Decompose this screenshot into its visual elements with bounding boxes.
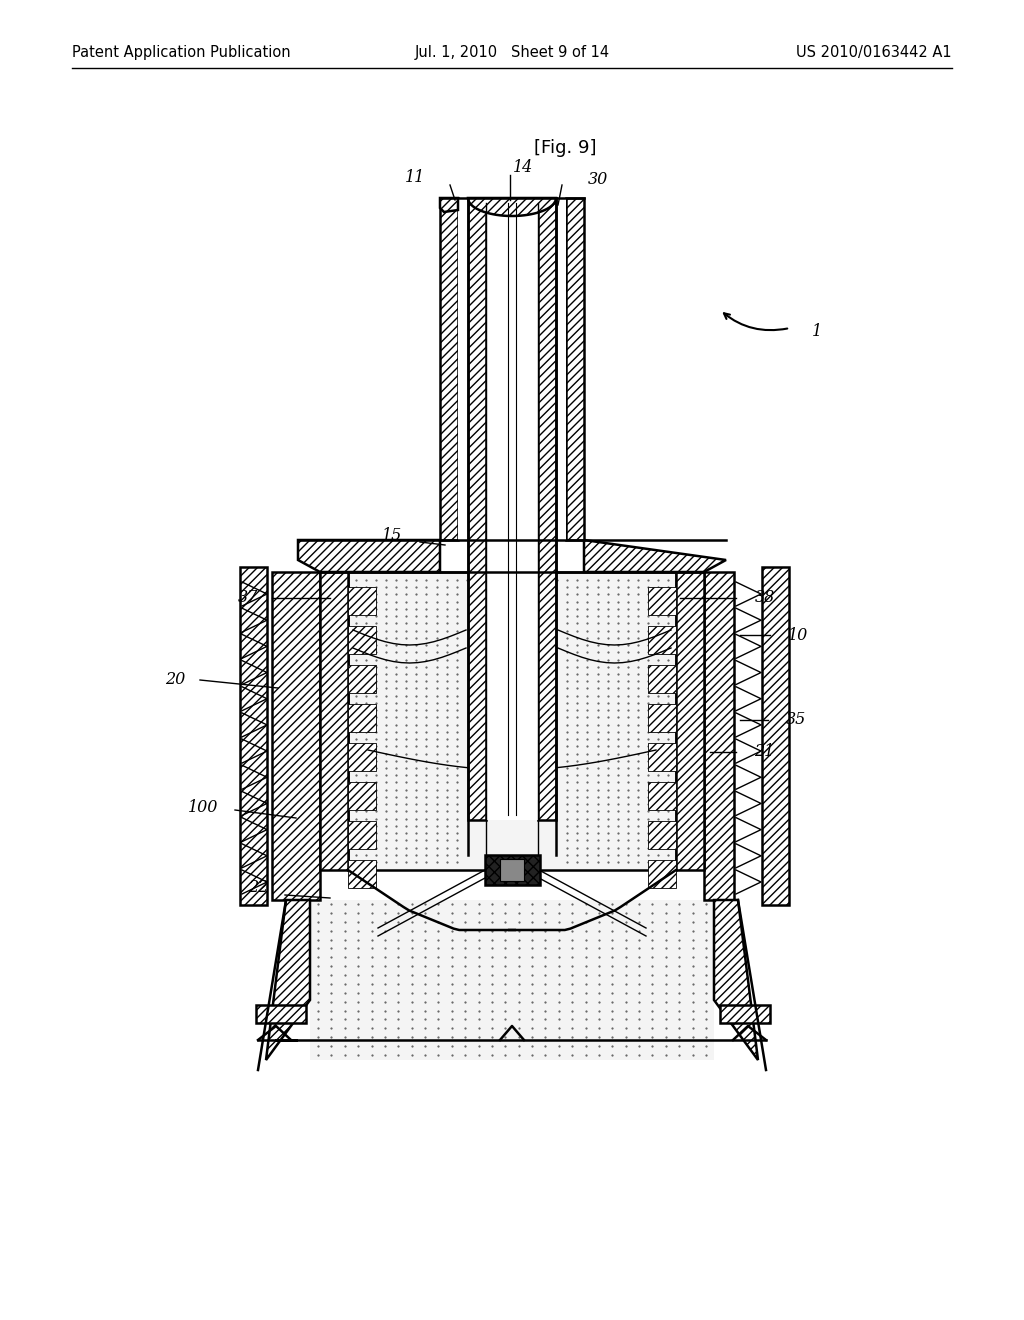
Text: [Fig. 9]: [Fig. 9] bbox=[534, 139, 596, 157]
Polygon shape bbox=[348, 861, 376, 888]
Polygon shape bbox=[648, 587, 676, 615]
Text: 11: 11 bbox=[404, 169, 425, 186]
Polygon shape bbox=[440, 198, 458, 213]
Polygon shape bbox=[240, 568, 267, 906]
Polygon shape bbox=[266, 900, 310, 1060]
Polygon shape bbox=[348, 587, 376, 615]
Bar bbox=[486, 198, 538, 820]
Polygon shape bbox=[584, 540, 726, 572]
Bar bbox=[310, 900, 714, 1060]
Polygon shape bbox=[648, 821, 676, 849]
Polygon shape bbox=[348, 626, 376, 653]
Polygon shape bbox=[348, 704, 376, 733]
Polygon shape bbox=[566, 198, 584, 540]
Polygon shape bbox=[762, 568, 790, 906]
Polygon shape bbox=[648, 781, 676, 810]
Text: 1: 1 bbox=[812, 323, 822, 341]
Text: 15: 15 bbox=[382, 527, 402, 544]
Polygon shape bbox=[468, 198, 556, 216]
Text: 30: 30 bbox=[588, 172, 608, 189]
Bar bbox=[458, 198, 468, 540]
Bar bbox=[485, 855, 540, 884]
Bar bbox=[348, 572, 676, 870]
Text: US 2010/0163442 A1: US 2010/0163442 A1 bbox=[797, 45, 952, 59]
Bar bbox=[256, 1005, 306, 1023]
Text: 21: 21 bbox=[754, 743, 774, 760]
Text: 35: 35 bbox=[786, 711, 806, 729]
Polygon shape bbox=[648, 665, 676, 693]
Polygon shape bbox=[648, 626, 676, 653]
Polygon shape bbox=[348, 665, 376, 693]
Bar bbox=[720, 1005, 770, 1023]
Polygon shape bbox=[705, 572, 734, 900]
Bar bbox=[556, 198, 566, 540]
Polygon shape bbox=[538, 198, 556, 820]
Polygon shape bbox=[348, 781, 376, 810]
Polygon shape bbox=[348, 743, 376, 771]
Polygon shape bbox=[714, 900, 758, 1060]
Polygon shape bbox=[298, 540, 440, 572]
Text: 14: 14 bbox=[513, 160, 534, 177]
Text: 100: 100 bbox=[187, 800, 218, 817]
Text: 20: 20 bbox=[165, 672, 185, 689]
Polygon shape bbox=[468, 198, 486, 820]
Text: Patent Application Publication: Patent Application Publication bbox=[72, 45, 291, 59]
Polygon shape bbox=[319, 572, 348, 870]
Text: 38: 38 bbox=[755, 590, 775, 606]
Polygon shape bbox=[676, 572, 705, 870]
Text: 22: 22 bbox=[248, 879, 268, 896]
Bar bbox=[500, 859, 524, 880]
Polygon shape bbox=[648, 743, 676, 771]
Text: 37: 37 bbox=[238, 590, 258, 606]
Polygon shape bbox=[648, 861, 676, 888]
Polygon shape bbox=[440, 198, 458, 540]
Polygon shape bbox=[348, 821, 376, 849]
Text: Jul. 1, 2010   Sheet 9 of 14: Jul. 1, 2010 Sheet 9 of 14 bbox=[415, 45, 609, 59]
Polygon shape bbox=[648, 704, 676, 733]
Polygon shape bbox=[272, 572, 319, 900]
Text: 10: 10 bbox=[788, 627, 808, 644]
